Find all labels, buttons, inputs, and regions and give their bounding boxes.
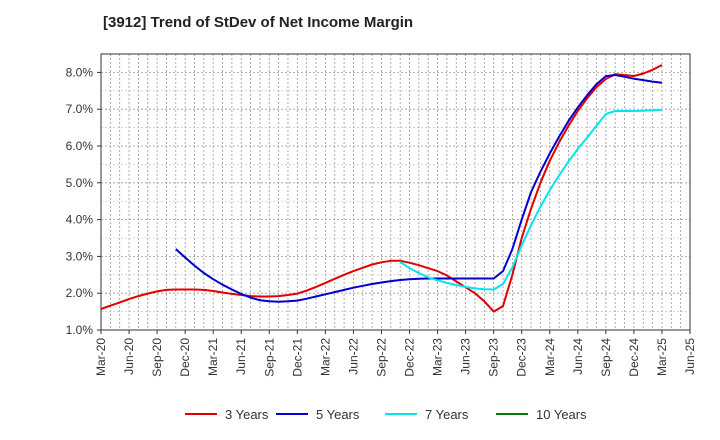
legend-label: 10 Years (536, 407, 587, 422)
legend-label: 5 Years (316, 407, 360, 422)
x-tick-label: Jun-25 (683, 338, 697, 375)
x-tick-label: Mar-20 (94, 338, 108, 376)
x-tick-label: Jun-22 (346, 338, 360, 375)
x-tick-label: Dec-22 (403, 338, 417, 377)
legend-label: 3 Years (225, 407, 269, 422)
y-tick-label: 4.0% (66, 213, 94, 227)
x-tick-label: Jun-21 (234, 338, 248, 375)
y-tick-label: 1.0% (66, 323, 94, 337)
y-tick-label: 2.0% (66, 286, 94, 300)
x-tick-label: Mar-22 (318, 338, 332, 376)
plot-frame (100, 53, 691, 331)
x-tick-label: Sep-22 (374, 338, 388, 377)
y-tick-label: 7.0% (66, 102, 94, 116)
x-tick-label: Dec-23 (515, 338, 529, 377)
x-tick-label: Mar-25 (655, 338, 669, 376)
x-tick-label: Sep-24 (599, 338, 613, 377)
x-tick-label: Sep-23 (487, 338, 501, 377)
y-tick-label: 5.0% (66, 176, 94, 190)
x-tick-label: Jun-20 (122, 338, 136, 375)
series-layer (100, 64, 663, 313)
series-line-3-years (100, 64, 663, 313)
x-tick-label: Jun-23 (459, 338, 473, 375)
y-tick-label: 6.0% (66, 139, 94, 153)
x-tick-label: Dec-21 (290, 338, 304, 377)
grid-layer (100, 54, 691, 331)
series-line-5-years (175, 74, 663, 303)
chart-title: [3912] Trend of StDev of Net Income Marg… (103, 14, 414, 31)
x-tick-label: Mar-24 (543, 338, 557, 376)
axis-layer: Mar-20 Jun-20 Sep-20 Dec-20 Mar-21 Jun-21 Sep-… (66, 53, 697, 377)
x-tick-label: Mar-21 (206, 338, 220, 376)
x-tick-label: Sep-21 (262, 338, 276, 377)
x-tick-label: Jun-24 (571, 338, 585, 375)
x-tick-label: Dec-24 (627, 338, 641, 377)
legend-label: 7 Years (425, 407, 469, 422)
x-tick-label: Sep-20 (150, 338, 164, 377)
y-tick-label: 3.0% (66, 249, 94, 263)
x-tick-label: Dec-20 (178, 338, 192, 377)
y-tick-label: 8.0% (66, 65, 94, 79)
series-line-7-years (399, 108, 663, 291)
legend-layer: 3 Years 5 Years 7 Years 10 Years (185, 407, 587, 422)
x-tick-label: Mar-23 (431, 338, 445, 376)
